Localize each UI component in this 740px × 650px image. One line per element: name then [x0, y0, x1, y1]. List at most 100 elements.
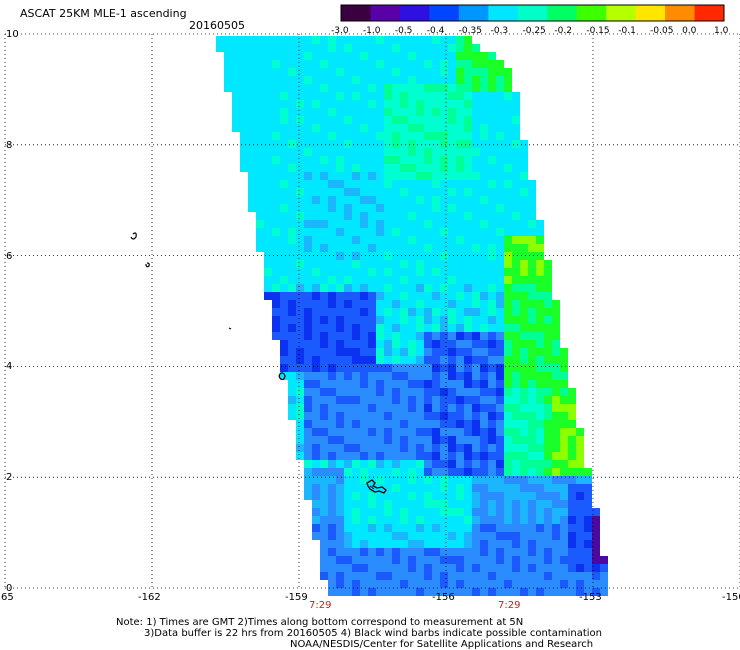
wind-speed-cell	[304, 444, 312, 452]
wind-speed-cell	[496, 260, 504, 268]
wind-speed-cell	[344, 148, 352, 156]
wind-speed-cell	[320, 124, 328, 132]
wind-speed-cell	[368, 396, 376, 404]
wind-speed-cell	[368, 492, 376, 500]
wind-speed-cell	[368, 388, 376, 396]
wind-speed-cell	[480, 532, 488, 540]
wind-speed-cell	[312, 172, 320, 180]
wind-speed-cell	[296, 44, 304, 52]
wind-speed-cell	[448, 404, 456, 412]
wind-speed-cell	[344, 276, 352, 284]
wind-speed-cell	[264, 196, 272, 204]
wind-speed-cell	[424, 236, 432, 244]
wind-speed-cell	[504, 100, 512, 108]
wind-speed-cell	[328, 220, 336, 228]
wind-speed-cell	[464, 148, 472, 156]
wind-speed-cell	[464, 124, 472, 132]
wind-speed-cell	[464, 316, 472, 324]
wind-speed-cell	[328, 540, 336, 548]
wind-speed-cell	[568, 532, 576, 540]
wind-speed-cell	[560, 452, 568, 460]
wind-speed-cell	[336, 204, 344, 212]
wind-speed-cell	[376, 404, 384, 412]
wind-speed-cell	[360, 324, 368, 332]
wind-speed-cell	[288, 364, 296, 372]
wind-speed-cell	[416, 564, 424, 572]
wind-speed-cell	[504, 140, 512, 148]
wind-speed-cell	[280, 348, 288, 356]
wind-speed-cell	[528, 532, 536, 540]
wind-speed-cell	[328, 116, 336, 124]
latitude-tick-label: 10	[6, 29, 19, 40]
wind-speed-cell	[536, 484, 544, 492]
wind-speed-cell	[464, 540, 472, 548]
wind-speed-cell	[272, 236, 280, 244]
wind-speed-cell	[504, 132, 512, 140]
wind-speed-cell	[512, 412, 520, 420]
wind-speed-cell	[472, 484, 480, 492]
wind-speed-cell	[576, 460, 584, 468]
wind-speed-cell	[504, 84, 512, 92]
wind-speed-cell	[288, 300, 296, 308]
wind-speed-cell	[448, 156, 456, 164]
wind-speed-cell	[424, 164, 432, 172]
wind-speed-cell	[344, 108, 352, 116]
wind-speed-cell	[488, 92, 496, 100]
wind-speed-cell	[304, 476, 312, 484]
wind-speed-cell	[368, 252, 376, 260]
wind-speed-cell	[480, 60, 488, 68]
wind-speed-cell	[456, 60, 464, 68]
wind-speed-cell	[432, 212, 440, 220]
wind-speed-cell	[328, 388, 336, 396]
wind-speed-cell	[392, 164, 400, 172]
wind-speed-cell	[296, 276, 304, 284]
wind-speed-cell	[336, 372, 344, 380]
wind-speed-cell	[416, 548, 424, 556]
wind-speed-cell	[280, 116, 288, 124]
wind-speed-cell	[360, 516, 368, 524]
wind-speed-cell	[528, 492, 536, 500]
wind-speed-cell	[568, 556, 576, 564]
wind-speed-cell	[512, 508, 520, 516]
wind-speed-cell	[344, 388, 352, 396]
wind-speed-cell	[336, 324, 344, 332]
wind-speed-cell	[400, 52, 408, 60]
wind-speed-cell	[528, 380, 536, 388]
wind-speed-cell	[480, 492, 488, 500]
wind-speed-cell	[472, 388, 480, 396]
wind-speed-cell	[464, 372, 472, 380]
wind-speed-cell	[368, 180, 376, 188]
wind-speed-cell	[400, 124, 408, 132]
wind-speed-cell	[552, 428, 560, 436]
wind-speed-cell	[360, 396, 368, 404]
wind-speed-cell	[408, 340, 416, 348]
wind-speed-cell	[400, 164, 408, 172]
wind-speed-cell	[576, 500, 584, 508]
wind-speed-cell	[272, 148, 280, 156]
wind-speed-cell	[472, 60, 480, 68]
wind-speed-cell	[416, 236, 424, 244]
wind-speed-cell	[360, 452, 368, 460]
wind-speed-cell	[528, 388, 536, 396]
wind-speed-cell	[296, 436, 304, 444]
wind-speed-cell	[392, 396, 400, 404]
wind-speed-cell	[416, 324, 424, 332]
wind-speed-cell	[344, 572, 352, 580]
wind-speed-cell	[320, 244, 328, 252]
wind-speed-cell	[312, 452, 320, 460]
wind-speed-cell	[472, 164, 480, 172]
wind-speed-cell	[296, 420, 304, 428]
wind-speed-cell	[480, 332, 488, 340]
wind-speed-cell	[320, 348, 328, 356]
wind-speed-cell	[520, 156, 528, 164]
wind-speed-cell	[280, 76, 288, 84]
wind-speed-cell	[296, 76, 304, 84]
wind-speed-cell	[448, 140, 456, 148]
wind-speed-cell	[400, 420, 408, 428]
wind-speed-cell	[320, 500, 328, 508]
wind-speed-cell	[288, 396, 296, 404]
wind-speed-cell	[464, 260, 472, 268]
wind-speed-cell	[400, 332, 408, 340]
wind-speed-cell	[480, 388, 488, 396]
wind-speed-cell	[296, 308, 304, 316]
